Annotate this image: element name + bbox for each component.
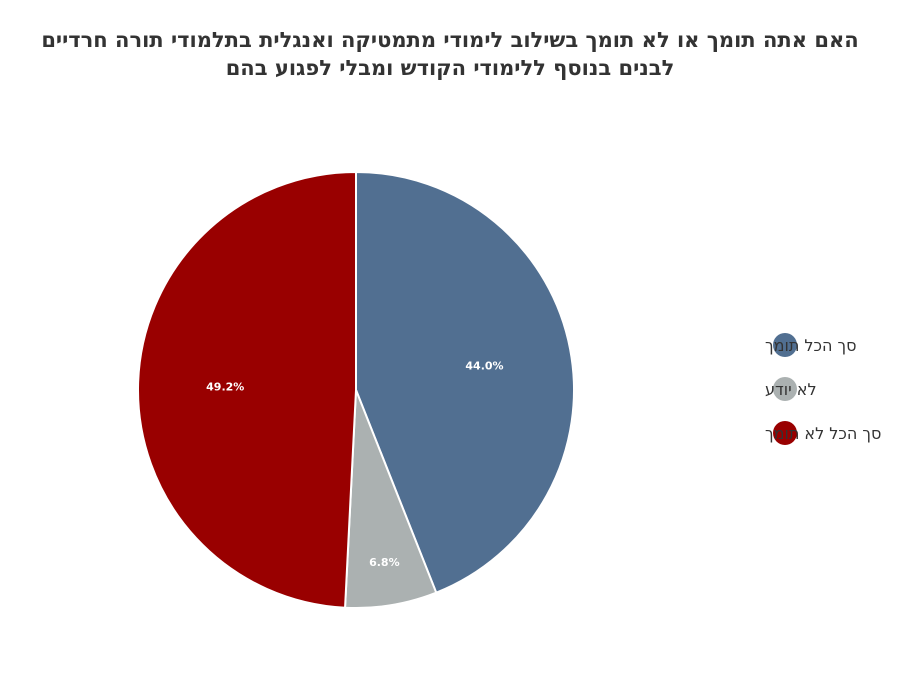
legend-label-2[interactable]: סך הכל לא תומך	[765, 424, 881, 443]
pie-slice-2[interactable]	[136, 171, 357, 609]
chart-title: האם אתה תומך או לא תומך בשילוב לימודי מת…	[0, 26, 900, 82]
data-label-0: 44.0%	[465, 359, 503, 372]
data-label-1: 6.8%	[369, 556, 400, 569]
legend-label-0[interactable]: סך הכל תומך	[765, 336, 857, 355]
legend-label-1[interactable]: לא יודע	[765, 380, 817, 399]
legend-marker-0[interactable]	[773, 333, 797, 357]
legend-marker-2[interactable]	[773, 421, 797, 445]
pie-slice-0[interactable]	[355, 171, 575, 594]
data-label-2: 49.2%	[206, 381, 244, 394]
chart-title-line-1: האם אתה תומך או לא תומך בשילוב לימודי מת…	[41, 28, 859, 52]
chart-title-line-2: לבנים בנוסף ללימודי הקודש ומבלי לפגוע בה…	[225, 56, 675, 80]
legend-marker-1[interactable]	[773, 377, 797, 401]
